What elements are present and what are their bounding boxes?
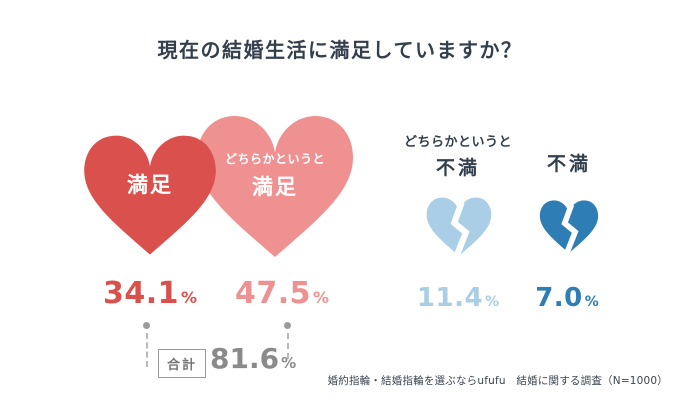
percent-unit: % (281, 354, 297, 372)
broken-heart-icon (539, 200, 599, 257)
percent-unit: % (181, 288, 198, 307)
source-note: 婚約指輪・結婚指輪を選ぶならufufu 結婚に関する調査（N=1000） (327, 375, 668, 387)
dissatisfied-label-spacer (528, 131, 610, 146)
crack-line (561, 203, 579, 257)
crack-line (450, 201, 470, 260)
connector-dot-right (284, 322, 291, 329)
satisfied-heart: 満足 (80, 126, 220, 260)
broken-heart-icon (426, 197, 492, 260)
dissatisfied-percentage: 7.0% (512, 283, 622, 313)
heart-icon (196, 115, 354, 258)
connector-dash-left (146, 333, 148, 367)
heart-shape (196, 115, 354, 258)
somewhat-dissatisfied-label-prefix: どちらかというと (403, 135, 512, 150)
total-percentage: 81.6% (210, 342, 296, 375)
somewhat-satisfied-percentage: 47.5% (222, 276, 342, 311)
somewhat-satisfied-value: 47.5 (234, 276, 311, 311)
percent-unit: % (485, 294, 500, 310)
somewhat-dissatisfied-value: 11.4 (416, 283, 484, 313)
somewhat-dissatisfied-label: どちらかというと 不満 (402, 131, 514, 180)
satisfied-value: 34.1 (102, 276, 179, 311)
somewhat-dissatisfied-label-main: 不満 (435, 157, 480, 179)
dissatisfied-heart (538, 197, 600, 257)
heart-icon (84, 135, 216, 255)
total-value: 81.6 (210, 342, 280, 375)
total-label-box: 合計 (158, 349, 207, 378)
satisfied-percentage: 34.1% (90, 276, 210, 311)
heart-shape (84, 135, 216, 255)
connector-dash-right (287, 333, 289, 359)
connector-dot-left (143, 322, 150, 329)
percent-unit: % (584, 294, 599, 310)
somewhat-dissatisfied-heart (424, 194, 494, 260)
dissatisfied-label: 不満 (528, 131, 610, 176)
dissatisfied-label-main: 不満 (546, 153, 591, 175)
somewhat-dissatisfied-percentage: 11.4% (400, 283, 516, 313)
dissatisfied-value: 7.0 (535, 283, 583, 313)
page-title: 現在の結婚生活に満足していますか？ (157, 38, 523, 62)
percent-unit: % (313, 288, 330, 307)
